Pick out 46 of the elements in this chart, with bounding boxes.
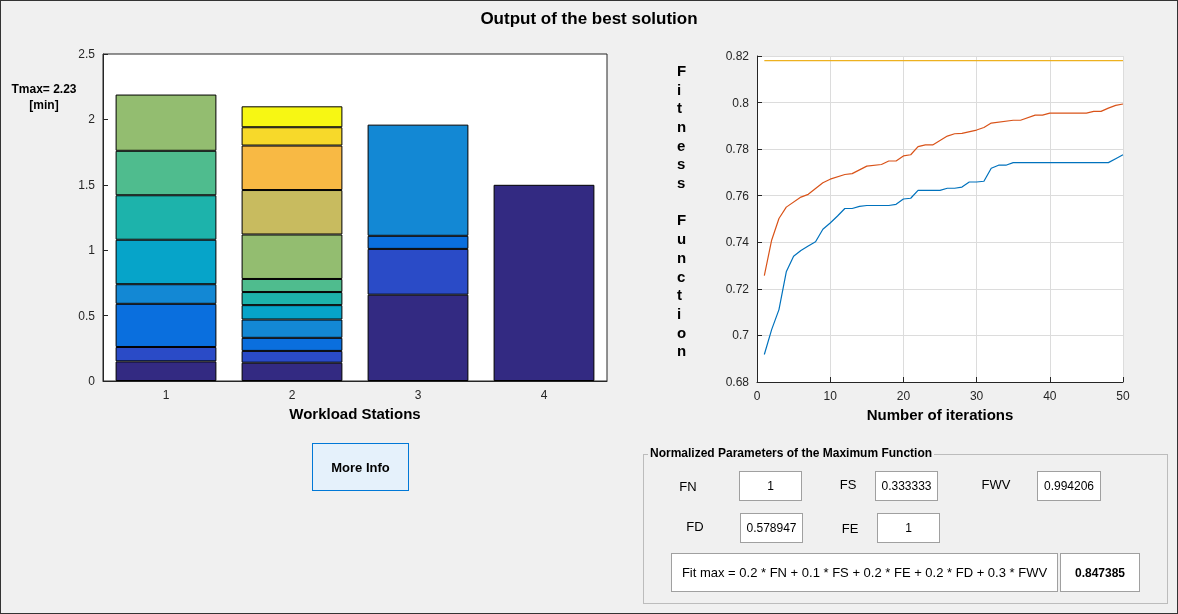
text-field: 1 xyxy=(877,513,940,543)
y-tick-label: 0.7 xyxy=(732,328,750,343)
text-field: 0.578947 xyxy=(740,513,803,543)
x-axis-title: Workload Stations xyxy=(289,404,421,422)
text: Normalized Parameters of the Maximum Function xyxy=(648,446,935,460)
text-field: 1 xyxy=(739,471,802,501)
bar xyxy=(493,184,595,381)
x-tick-label: 1 xyxy=(162,388,170,402)
x-tick-label: 30 xyxy=(969,389,984,403)
line-series xyxy=(763,103,1124,277)
y-tick-label: 2.5 xyxy=(78,47,96,61)
y-tick-label: 0.5 xyxy=(78,308,96,323)
text: FD xyxy=(686,518,704,534)
x-tick-label: 4 xyxy=(540,388,548,402)
x-tick-label: 20 xyxy=(896,389,911,403)
x-tick-label: 3 xyxy=(414,388,422,402)
y-tick-label: 0.8 xyxy=(732,95,750,110)
more-info-button: More Info xyxy=(312,443,409,491)
x-tick-label: 40 xyxy=(1043,389,1057,403)
text: Fitness Function xyxy=(677,61,687,360)
chart-title: Output of the best solution xyxy=(479,9,699,29)
y-tick-label: 1 xyxy=(88,243,96,258)
text: Tmax= 2.23 [min] xyxy=(11,81,77,113)
text-field: 0.994206 xyxy=(1037,471,1101,501)
text-field: 0.333333 xyxy=(875,471,938,501)
y-tick-label: 0.82 xyxy=(725,49,750,63)
line-series xyxy=(763,154,1124,356)
y-tick-label: 0.72 xyxy=(725,281,750,296)
x-tick-label: 50 xyxy=(1116,389,1130,403)
text-field: Fit max = 0.2 * FN + 0.1 * FS + 0.2 * FE + 0.2 * FD + 0.3 * FWV xyxy=(671,553,1058,592)
x-tick-label: 10 xyxy=(823,389,838,403)
y-tick-label: 0.76 xyxy=(725,188,750,203)
x-axis-title: Number of iterations xyxy=(866,405,1014,423)
y-tick-label: 0.68 xyxy=(725,375,750,389)
x-tick-label: 0 xyxy=(753,389,761,403)
text: FN xyxy=(679,478,697,494)
y-tick-label: 1.5 xyxy=(78,177,96,192)
text: FWV xyxy=(981,476,1011,492)
text-field: 0.847385 xyxy=(1060,553,1140,592)
y-tick-label: 0 xyxy=(88,374,96,388)
y-tick-label: 0.74 xyxy=(725,235,750,250)
y-tick-label: 2 xyxy=(88,112,96,127)
x-tick-label: 2 xyxy=(288,388,296,402)
text: FE xyxy=(841,520,859,536)
text: FS xyxy=(839,476,857,492)
y-tick-label: 0.78 xyxy=(725,142,750,157)
